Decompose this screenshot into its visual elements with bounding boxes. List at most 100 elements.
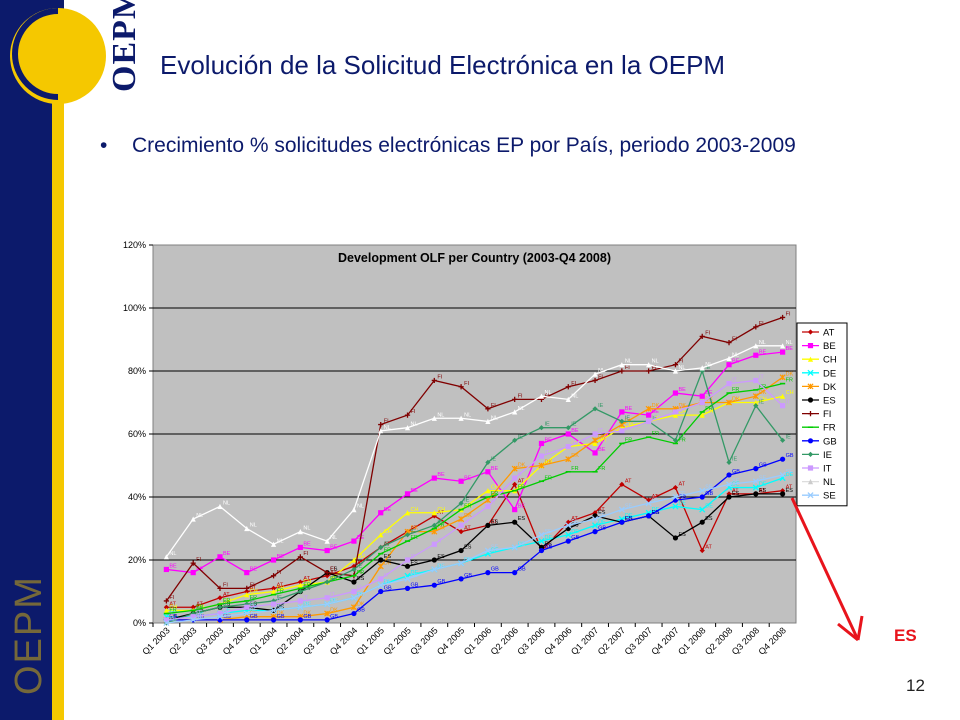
- data-label-se: SE: [250, 608, 258, 614]
- data-point-se: [270, 607, 277, 614]
- data-label-it: IT: [705, 397, 711, 403]
- data-label-it: IT: [598, 428, 604, 434]
- data-point-nl: [163, 554, 169, 560]
- data-label-gb: GB: [330, 614, 338, 620]
- data-label-gb: GB: [169, 614, 177, 620]
- data-point-de: [672, 503, 679, 510]
- data-label-fi: FI: [598, 374, 603, 380]
- data-point-se: [484, 547, 491, 554]
- data-label-gb: GB: [464, 573, 472, 579]
- data-label-nl: NL: [357, 504, 364, 510]
- series-line-fi: [165, 316, 783, 602]
- data-label-gb: GB: [544, 545, 552, 551]
- data-label-es: ES: [169, 614, 177, 620]
- data-point-it: [565, 444, 571, 450]
- data-label-es: ES: [196, 608, 204, 614]
- data-label-se: SE: [759, 475, 767, 481]
- data-label-dk: DK: [652, 403, 660, 409]
- data-point-fi: [619, 368, 625, 374]
- data-point-it: [217, 610, 223, 617]
- data-label-gb: GB: [786, 453, 794, 459]
- data-label-se: SE: [384, 579, 392, 585]
- data-label-se: SE: [437, 563, 445, 569]
- data-label-es: ES: [732, 491, 740, 497]
- data-label-be: BE: [330, 545, 338, 551]
- data-label-fr: FR: [437, 523, 444, 529]
- data-point-gb: [512, 570, 518, 576]
- data-label-it: IT: [759, 374, 765, 380]
- data-label-de: DE: [384, 579, 392, 585]
- data-label-nl: NL: [625, 359, 632, 365]
- data-point-nl: [619, 362, 625, 368]
- data-label-ie: IE: [625, 415, 631, 421]
- data-point-dk: [645, 405, 652, 412]
- data-label-fi: FI: [518, 393, 523, 399]
- data-point-ch: [163, 607, 169, 613]
- data-label-ie: IE: [732, 456, 738, 462]
- data-label-ie: IE: [652, 415, 658, 421]
- data-point-it: [190, 614, 196, 620]
- data-point-at: [270, 585, 277, 591]
- data-point-fi: [324, 570, 330, 576]
- data-point-gb: [485, 570, 491, 576]
- data-label-gb: GB: [625, 516, 633, 522]
- data-label-ch: CH: [357, 554, 365, 560]
- data-point-fi: [270, 573, 277, 579]
- data-label-ch: CH: [544, 460, 552, 466]
- data-label-dk: DK: [196, 614, 204, 620]
- data-point-ie: [351, 566, 357, 573]
- series-line-ch: [166, 395, 783, 612]
- data-label-fr: FR: [464, 504, 471, 510]
- data-label-es: ES: [437, 554, 445, 560]
- data-label-es: ES: [464, 545, 472, 551]
- data-label-ie: IE: [678, 434, 684, 440]
- data-label-gb: GB: [491, 567, 499, 573]
- data-label-de: DE: [786, 472, 794, 478]
- series-line-dk: [166, 376, 783, 621]
- data-label-se: SE: [491, 545, 499, 551]
- data-label-it: IT: [411, 554, 417, 560]
- data-label-gb: GB: [303, 614, 311, 620]
- data-point-be: [244, 570, 250, 576]
- legend-label-de: DE: [823, 368, 836, 379]
- data-label-fr: FR: [518, 485, 525, 491]
- data-label-dk: DK: [678, 403, 686, 409]
- data-label-fi: FI: [303, 551, 308, 557]
- series-line-es: [166, 493, 783, 621]
- data-point-fi: [244, 585, 250, 591]
- data-point-fi: [163, 598, 169, 604]
- data-label-de: DE: [169, 611, 177, 617]
- data-point-be: [378, 510, 384, 516]
- series-line-be: [166, 351, 783, 574]
- data-point-be: [324, 547, 330, 554]
- data-point-at: [458, 529, 464, 535]
- data-label-se: SE: [223, 611, 231, 617]
- series-line-it: [166, 379, 784, 621]
- data-label-ie: IE: [464, 497, 470, 503]
- data-point-be: [565, 431, 571, 437]
- data-label-se: SE: [598, 513, 606, 519]
- data-label-dk: DK: [759, 390, 767, 396]
- data-label-nl: NL: [571, 393, 578, 399]
- data-label-nl: NL: [786, 340, 793, 346]
- data-point-it: [753, 377, 759, 384]
- legend: [796, 322, 848, 507]
- callout-label: ES: [894, 626, 917, 645]
- data-point-it: [351, 588, 357, 595]
- data-point-de: [592, 522, 599, 529]
- data-point-ie: [297, 588, 303, 595]
- data-point-it: [672, 409, 679, 415]
- data-label-ch: CH: [223, 598, 231, 604]
- data-label-de: DE: [277, 604, 285, 610]
- data-point-nl: [297, 529, 303, 535]
- data-label-at: AT: [759, 488, 766, 494]
- data-point-ch: [780, 393, 786, 399]
- data-label-nl: NL: [518, 406, 525, 412]
- data-point-se: [404, 575, 411, 582]
- data-point-ie: [217, 604, 223, 610]
- data-point-es: [431, 557, 437, 563]
- data-label-ch: CH: [678, 409, 686, 415]
- data-label-at: AT: [732, 488, 739, 494]
- data-label-es: ES: [223, 601, 231, 607]
- data-point-nl: [431, 415, 437, 421]
